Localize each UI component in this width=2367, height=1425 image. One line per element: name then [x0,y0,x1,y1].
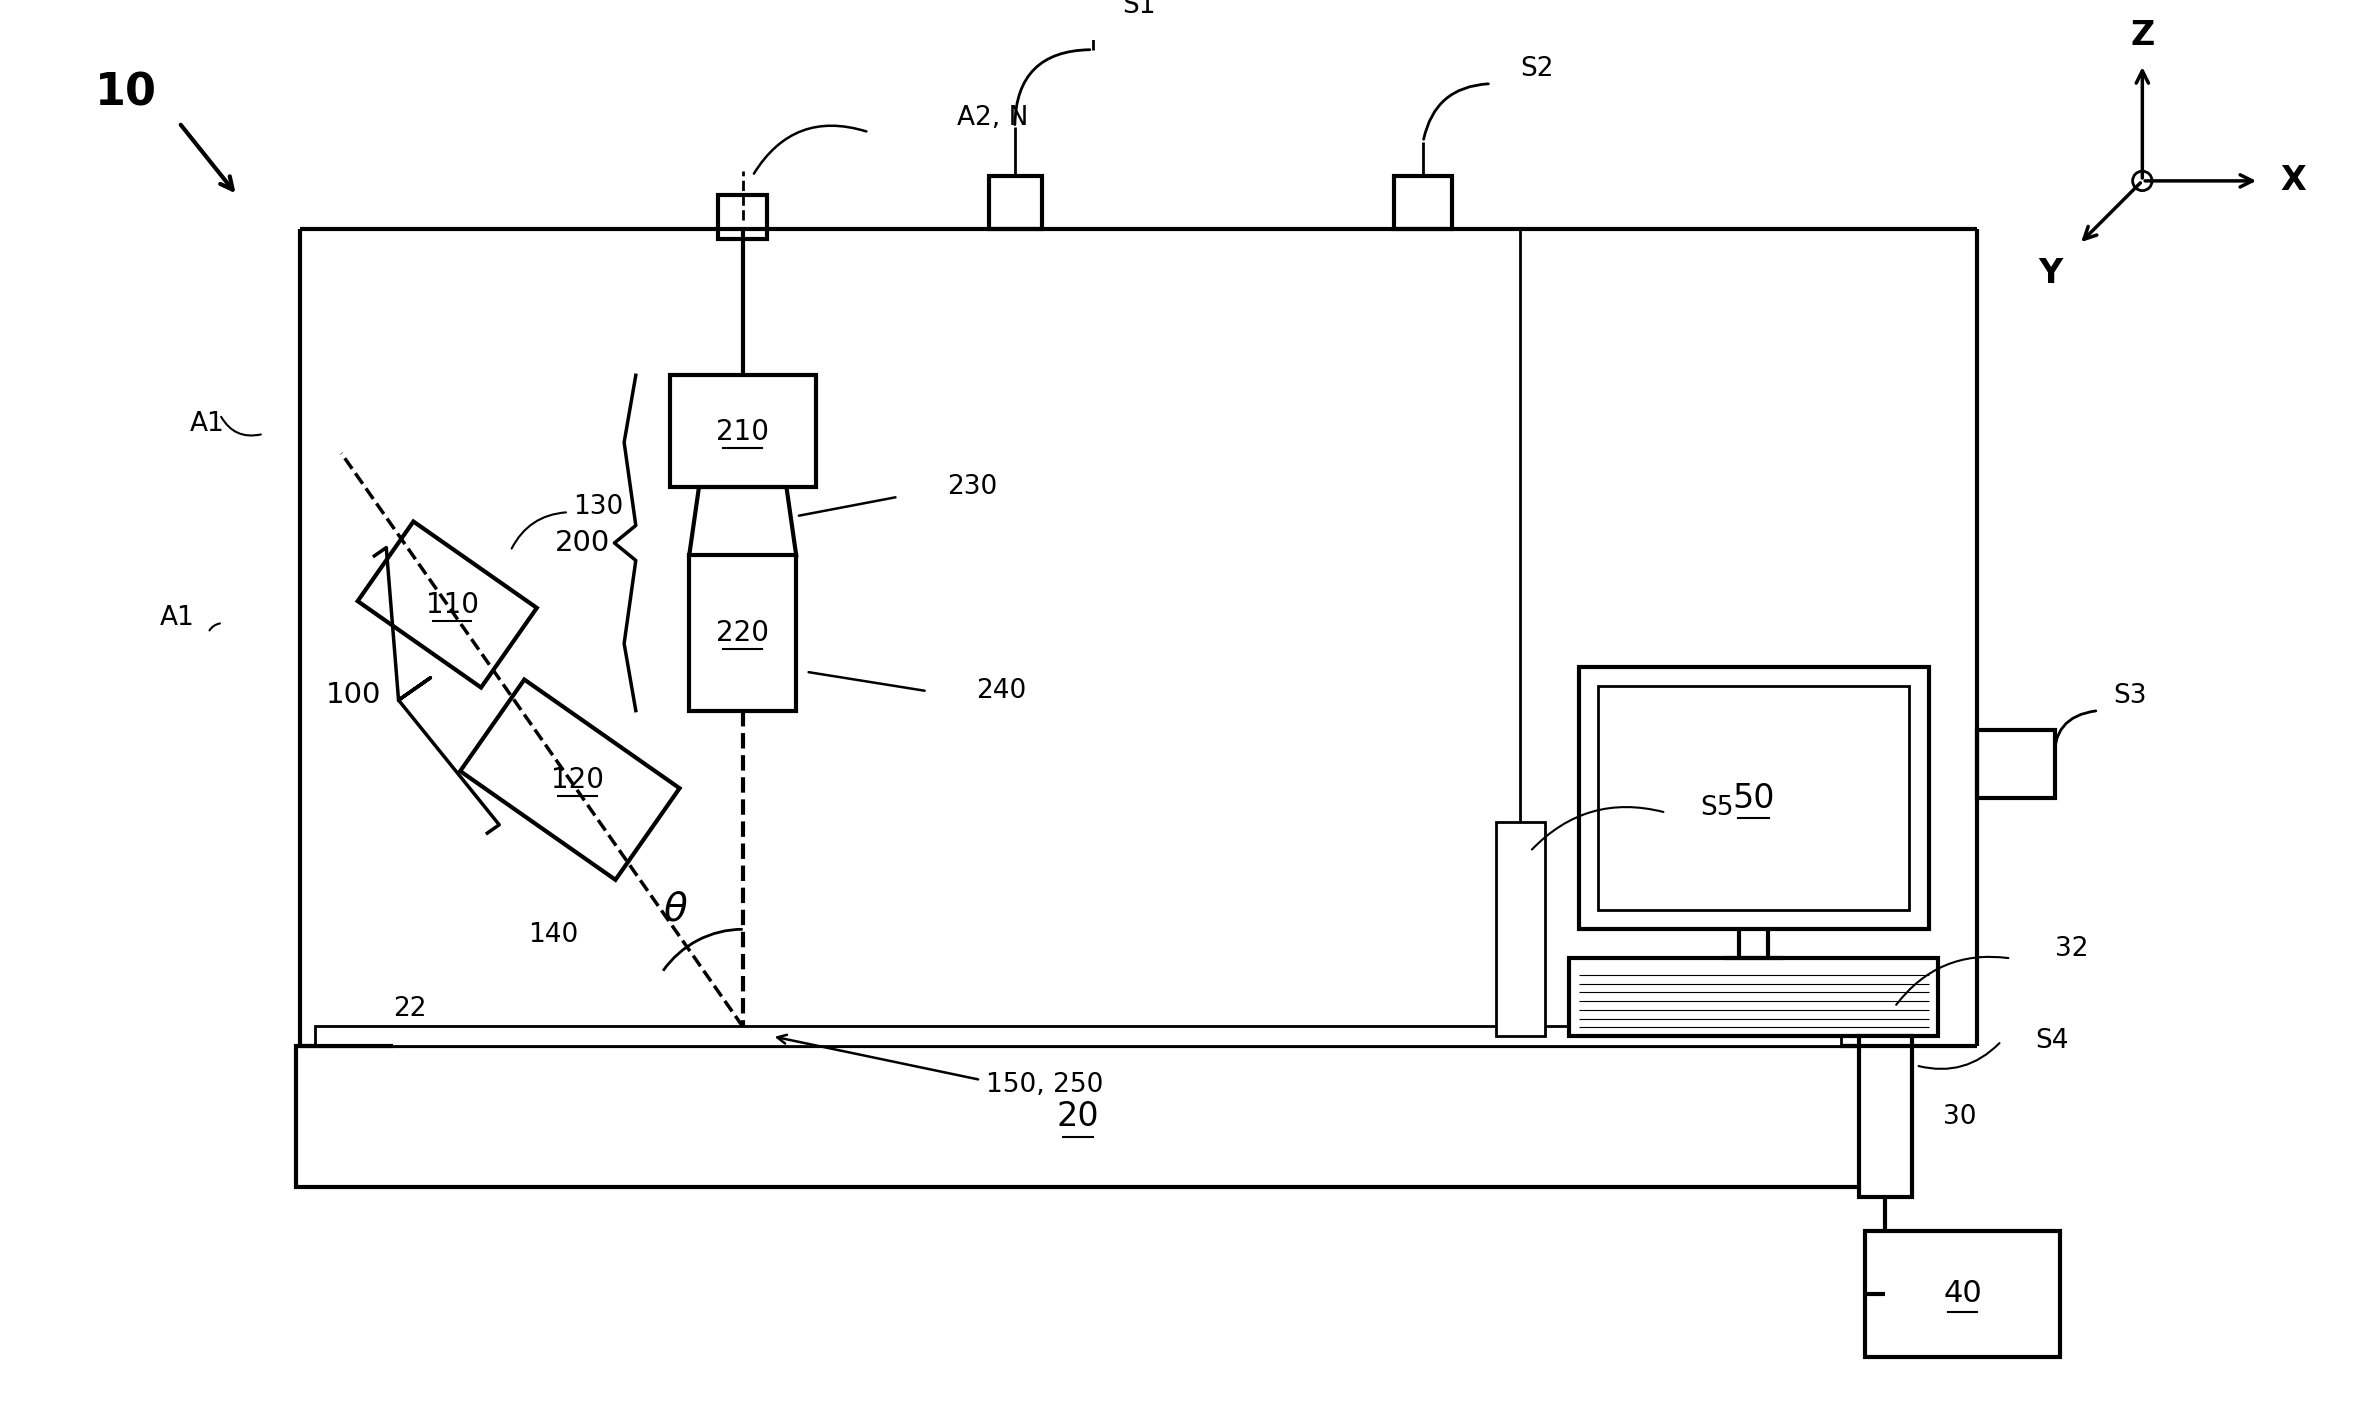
Bar [1865,1231,2059,1357]
Polygon shape [459,680,679,879]
Bar [1976,730,2055,798]
Text: 10: 10 [95,71,156,115]
Bar [296,1046,1860,1187]
Text: 120: 120 [552,765,604,794]
Text: X: X [2279,164,2305,198]
Bar [1394,177,1453,229]
Text: S3: S3 [2114,683,2147,710]
Text: 22: 22 [393,996,426,1022]
Bar [989,177,1041,229]
Text: 20: 20 [1056,1100,1098,1133]
Text: A1: A1 [189,410,225,437]
Polygon shape [689,487,795,556]
Text: A2, N: A2, N [956,104,1027,131]
Text: S2: S2 [1520,56,1553,83]
Text: S1: S1 [1122,0,1155,19]
Bar [689,556,795,711]
Text: 110: 110 [426,590,478,618]
Text: θ: θ [663,891,686,929]
Text: 210: 210 [717,418,769,446]
Text: 130: 130 [573,494,625,520]
Text: 140: 140 [528,922,578,948]
Text: 200: 200 [554,529,611,557]
Text: Y: Y [2038,256,2062,289]
Text: 32: 32 [2055,936,2088,962]
Bar [720,195,767,239]
Bar [1496,822,1546,1036]
Text: 150, 250: 150, 250 [985,1072,1103,1097]
Bar [1579,667,1929,929]
Text: 30: 30 [1943,1104,1976,1130]
Text: 50: 50 [1733,781,1775,815]
Bar [1598,687,1910,909]
Bar [670,375,817,487]
Text: 100: 100 [324,681,381,708]
Text: S4: S4 [2036,1027,2069,1054]
Text: S5: S5 [1700,795,1733,821]
Text: 220: 220 [717,618,769,647]
Text: 240: 240 [975,678,1027,704]
Text: Z: Z [2130,19,2154,51]
Text: 40: 40 [1943,1280,1981,1308]
Text: 230: 230 [947,475,997,500]
Bar [315,1026,1842,1046]
Bar [1569,959,1939,1036]
Bar [1858,1036,1913,1197]
Text: A1: A1 [159,606,194,631]
Polygon shape [357,522,537,687]
